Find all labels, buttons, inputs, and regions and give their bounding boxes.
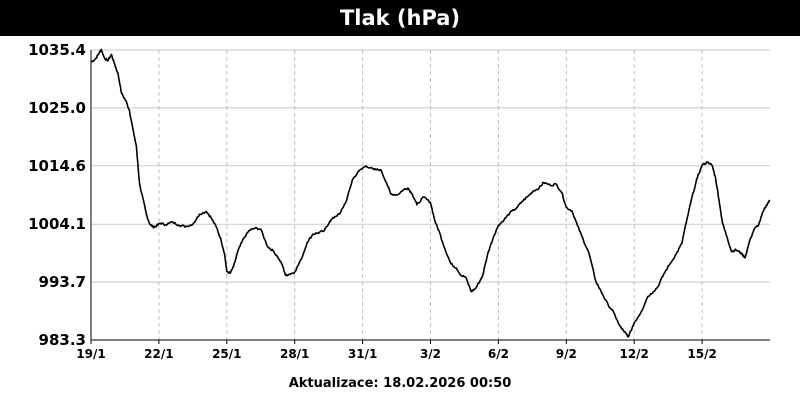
x-tick-labels: 19/1 22/1 25/1 28/1 31/1 3/2 6/2 9/2 12/2 15/2 xyxy=(76,347,717,361)
x-tick-label: 25/1 xyxy=(212,347,241,361)
y-tick-label: 993.7 xyxy=(39,273,86,291)
chart-title: Tlak (hPa) xyxy=(0,0,800,36)
axes xyxy=(90,50,770,344)
pressure-chart: 1035.4 1025.0 1014.6 1004.1 993.7 983.3 19/1 2… xyxy=(28,41,771,361)
x-tick-label: 19/1 xyxy=(76,347,105,361)
y-tick-label: 1035.4 xyxy=(28,41,86,59)
y-tick-label: 983.3 xyxy=(39,331,86,349)
series-group xyxy=(90,48,771,338)
x-tick-label: 6/2 xyxy=(488,347,509,361)
y-tick-labels: 1035.4 1025.0 1014.6 1004.1 993.7 983.3 xyxy=(28,41,86,349)
x-tick-label: 22/1 xyxy=(144,347,173,361)
y-tick-label: 1004.1 xyxy=(28,215,86,233)
x-tick-label: 12/2 xyxy=(619,347,648,361)
update-timestamp: Aktualizace: 18.02.2026 00:50 xyxy=(288,376,512,391)
x-tick-label: 9/2 xyxy=(556,347,577,361)
y-tick-label: 1025.0 xyxy=(28,99,86,117)
x-tick-label: 28/1 xyxy=(280,347,309,361)
pressure-series-line xyxy=(90,48,771,338)
grid-lines xyxy=(91,49,770,341)
x-tick-label: 3/2 xyxy=(420,347,441,361)
x-tick-label: 15/2 xyxy=(687,347,716,361)
y-tick-label: 1014.6 xyxy=(28,157,86,175)
x-tick-label: 31/1 xyxy=(348,347,377,361)
